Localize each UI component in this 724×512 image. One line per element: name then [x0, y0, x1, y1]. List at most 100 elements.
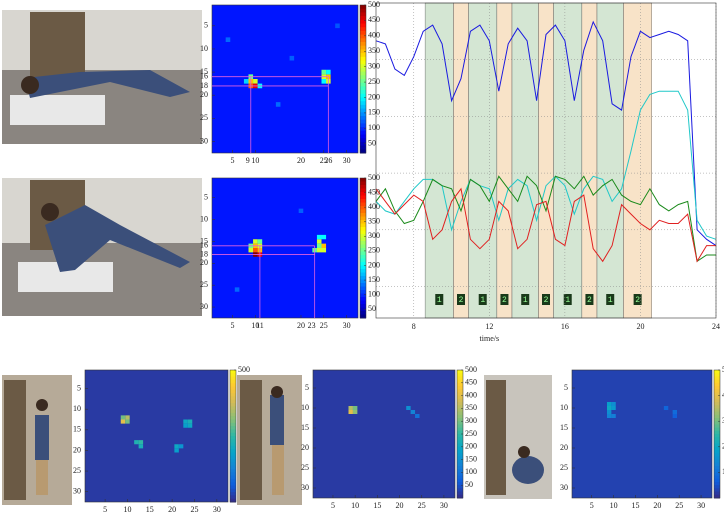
x-tick-label: 9 [246, 156, 250, 165]
colorbar-tick-label: 250 [465, 429, 477, 438]
colorbar-segment [457, 476, 463, 480]
colorbar-segment [360, 42, 366, 46]
x-tick-label: 5 [231, 156, 235, 165]
colorbar-segment [360, 283, 366, 287]
x-tick-label: 10 [123, 505, 131, 512]
phase-label: 1 [565, 296, 570, 305]
x-tick-label: 10 [610, 501, 618, 510]
colorbar-segment [457, 373, 463, 377]
heatmap-cell [317, 235, 322, 239]
colorbar-segment [360, 294, 366, 298]
heatmap-cell [611, 406, 615, 410]
colorbar-segment [714, 482, 720, 486]
x-tick-label: 30 [440, 501, 448, 510]
heatmap-cell [353, 406, 357, 410]
colorbar-segment [360, 75, 366, 79]
colorbar-segment [360, 266, 366, 270]
colorbar-segment [360, 86, 366, 90]
x-tick-label: 24 [712, 322, 720, 331]
x-tick-label: 30 [697, 501, 705, 510]
x-tick-label: 25 [190, 505, 198, 512]
colorbar-segment [230, 387, 236, 391]
colorbar-segment [714, 373, 720, 377]
colorbar-segment [457, 447, 463, 451]
colorbar-segment [360, 182, 366, 186]
y-tick-label: 25 [200, 113, 208, 122]
colorbar-segment [457, 415, 463, 419]
colorbar-segment [230, 373, 236, 377]
colorbar-segment [457, 492, 463, 496]
heatmap-cell [226, 37, 231, 42]
phase-band [497, 3, 512, 318]
colorbar-tick-label: 300 [368, 231, 380, 240]
colorbar-segment [230, 390, 236, 394]
y-tick-label: 30 [200, 302, 208, 311]
y-tick-label: 15 [301, 423, 309, 432]
colorbar-segment [360, 9, 366, 13]
x-axis-label: time/s [480, 334, 500, 343]
heatmap-cell [322, 235, 327, 239]
heatmap-cell [322, 79, 327, 84]
colorbar-tick-label: 350 [368, 46, 380, 55]
colorbar-segment [230, 459, 236, 463]
colorbar-segment [714, 405, 720, 409]
colorbar-segment [360, 297, 366, 301]
colorbar-segment [230, 495, 236, 499]
colorbar-segment [360, 5, 366, 9]
colorbar-segment [714, 492, 720, 496]
colorbar-segment [230, 426, 236, 430]
colorbar-segment [714, 412, 720, 416]
phase-band [597, 3, 623, 318]
x-tick-label: 12 [485, 322, 493, 331]
colorbar-tick-label: 400 [368, 31, 380, 40]
phase-band [512, 3, 538, 318]
heatmap-cell [139, 444, 143, 448]
colorbar-segment [457, 472, 463, 476]
colorbar-segment [360, 53, 366, 57]
phase-band [538, 3, 553, 318]
colorbar-segment [360, 105, 366, 109]
colorbar-segment [230, 400, 236, 404]
x-tick-label: 20 [636, 322, 644, 331]
colorbar-segment [360, 135, 366, 139]
y-tick-label: 5 [204, 21, 208, 30]
colorbar-tick-label: 250 [368, 246, 380, 255]
y-tick-label: 20 [301, 443, 309, 452]
colorbar-segment [360, 68, 366, 72]
colorbar-tick-label: 100 [465, 467, 477, 476]
colorbar-segment [230, 393, 236, 397]
heatmap-cell [611, 414, 615, 418]
colorbar-segment [230, 396, 236, 400]
colorbar-segment [360, 79, 366, 83]
colorbar-segment [360, 255, 366, 259]
colorbar-segment [360, 31, 366, 35]
colorbar-segment [230, 383, 236, 387]
y-tick-label: 15 [73, 425, 81, 434]
colorbar-segment [360, 199, 366, 203]
colorbar-tick-label: 300 [465, 416, 477, 425]
y-tick-label: 10 [301, 403, 309, 412]
colorbar-segment [457, 389, 463, 393]
colorbar-segment [230, 403, 236, 407]
colorbar-segment [230, 472, 236, 476]
colorbar-tick-label: 50 [465, 480, 473, 489]
colorbar-tick-label: 300 [368, 61, 380, 70]
heatmap-cell [125, 415, 129, 419]
x-tick-label: 30 [343, 156, 351, 165]
heatmap-cell [415, 414, 419, 418]
colorbar-segment [457, 424, 463, 428]
x-tick-label: 5 [103, 505, 107, 512]
phase-label: 2 [544, 296, 549, 305]
x-tick-label: 16 [561, 322, 569, 331]
colorbar-tick-label: 200 [368, 260, 380, 269]
colorbar-segment [360, 35, 366, 39]
x-tick-label: 5 [231, 321, 235, 330]
colorbar-segment [457, 488, 463, 492]
colorbar-segment [360, 72, 366, 76]
phase-band [425, 3, 453, 318]
colorbar-segment [714, 440, 720, 444]
x-tick-label: 10 [351, 501, 359, 510]
colorbar-segment [714, 453, 720, 457]
heatmap-cell [183, 420, 187, 424]
heatmap-background [313, 370, 455, 498]
